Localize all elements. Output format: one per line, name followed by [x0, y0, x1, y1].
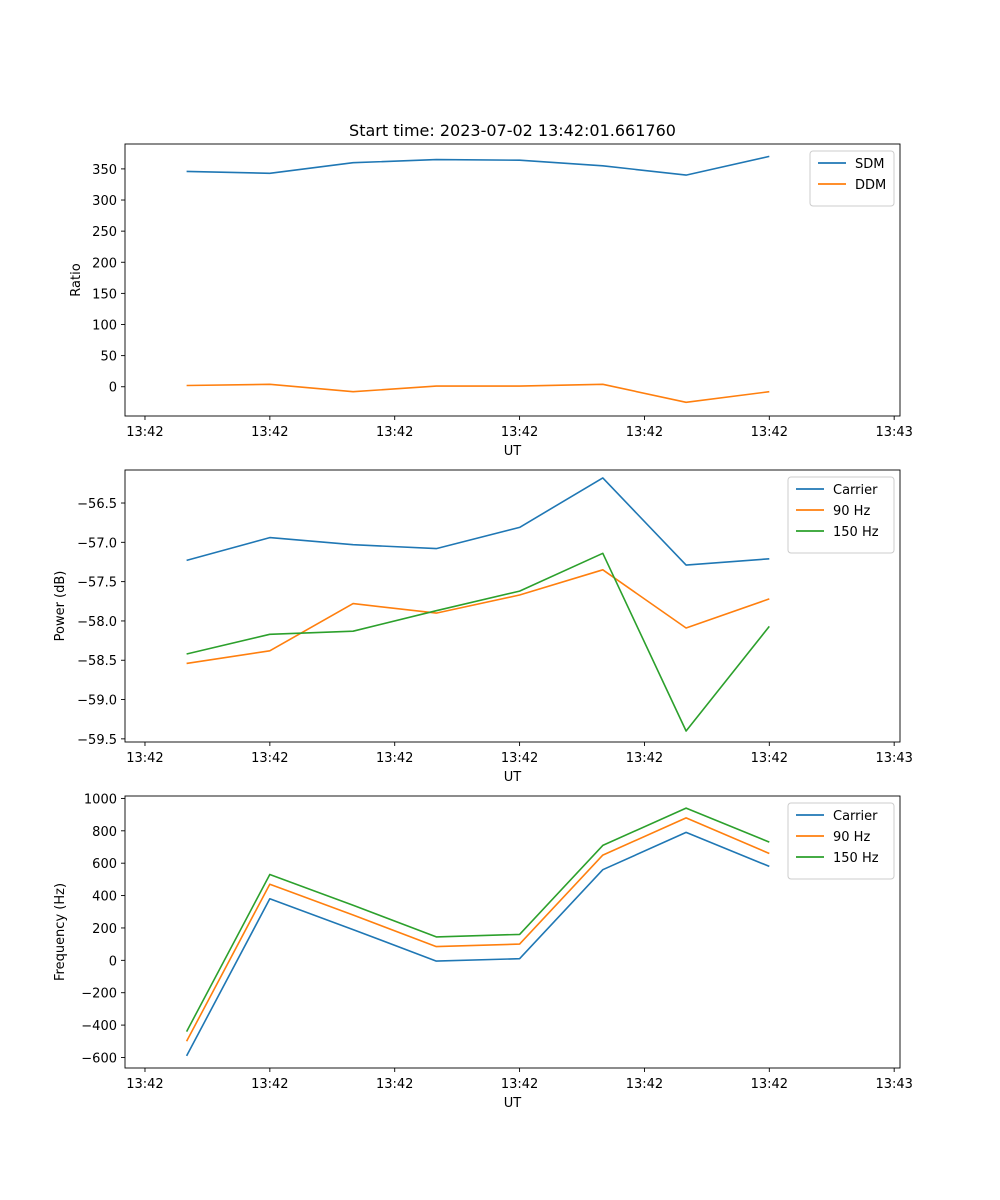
- chart-title: Start time: 2023-07-02 13:42:01.661760: [349, 121, 676, 140]
- chart-3: 13:42 13:42 13:42 13:42 13:42 13:42 13:43 −600 −…: [53, 792, 913, 1111]
- y-axis-label: Ratio: [69, 263, 84, 296]
- y-tick-label: −58.0: [77, 615, 117, 630]
- y-tick-label: −59.0: [77, 694, 117, 709]
- legend-box: [809, 150, 895, 207]
- x-tick-label: 13:42: [626, 425, 663, 440]
- x-tick-label: 13:42: [251, 751, 288, 766]
- x-tick-label: 13:42: [376, 1077, 413, 1092]
- y-tick-label: −56.5: [77, 497, 117, 512]
- x-tick-label: 13:42: [626, 1077, 663, 1092]
- x-tick-label: 13:43: [875, 425, 912, 440]
- y-tick-label: 150: [92, 287, 117, 302]
- legend-label: 90 Hz: [833, 504, 870, 519]
- y-tick-label: 350: [92, 163, 117, 178]
- series-line-ddm: [186, 383, 770, 404]
- x-tick-label: 13:42: [126, 425, 163, 440]
- x-tick-label: 13:43: [875, 1077, 912, 1092]
- y-tick-label: 800: [92, 825, 117, 840]
- legend-label: 90 Hz: [833, 830, 870, 845]
- x-tick-label: 13:43: [875, 751, 912, 766]
- y-tick-label: 600: [92, 857, 117, 872]
- x-tick-label: 13:42: [501, 751, 538, 766]
- series-line-90-hz: [185, 817, 770, 1042]
- y-tick-label: −400: [81, 1019, 117, 1034]
- series-line-150-hz: [186, 552, 770, 732]
- y-tick-label: 400: [92, 890, 117, 905]
- y-tick-label: 0: [109, 381, 117, 396]
- y-tick-label: −59.5: [77, 733, 117, 748]
- legend: Carrier 90 Hz 150 Hz: [787, 802, 895, 880]
- x-tick-label: 13:42: [751, 751, 788, 766]
- x-axis-label: UT: [504, 1096, 522, 1111]
- y-tick-label: 250: [92, 225, 117, 240]
- x-tick-label: 13:42: [251, 425, 288, 440]
- legend-box: [787, 802, 895, 880]
- x-axis-label: UT: [504, 770, 522, 785]
- legend-label: Carrier: [833, 483, 878, 498]
- y-tick-label: 200: [92, 256, 117, 271]
- legend: SDM DDM: [809, 150, 895, 207]
- legend-label: 150 Hz: [833, 851, 879, 866]
- x-tick-label: 13:42: [376, 751, 413, 766]
- axes-frame: [124, 469, 901, 743]
- axes-frame: [124, 795, 901, 1069]
- legend: Carrier 90 Hz 150 Hz: [787, 476, 895, 554]
- x-tick-label: 13:42: [126, 1077, 163, 1092]
- chart-1: 13:42 13:42 13:42 13:42 13:42 13:42 13:43 0 50 10…: [69, 121, 913, 459]
- chart-2: 13:42 13:42 13:42 13:42 13:42 13:42 13:43 −59.5…: [53, 469, 913, 785]
- y-tick-label: 300: [92, 194, 117, 209]
- series-line-carrier: [186, 477, 770, 566]
- x-tick-label: 13:42: [501, 425, 538, 440]
- series-line-90-hz: [186, 568, 770, 665]
- x-tick-label: 13:42: [626, 751, 663, 766]
- x-tick-label: 13:42: [251, 1077, 288, 1092]
- y-tick-label: 200: [92, 922, 117, 937]
- y-tick-label: −57.0: [77, 536, 117, 551]
- series-line-sdm: [186, 155, 770, 176]
- y-tick-label: 100: [92, 319, 117, 334]
- y-axis-label: Power (dB): [53, 571, 68, 642]
- y-tick-label: −600: [81, 1051, 117, 1066]
- axes-frame: [124, 143, 901, 417]
- series-line-carrier: [185, 831, 770, 1057]
- x-tick-label: 13:42: [376, 425, 413, 440]
- x-tick-label: 13:42: [751, 1077, 788, 1092]
- y-tick-label: 50: [100, 350, 117, 365]
- x-axis-label: UT: [504, 444, 522, 459]
- legend-label: 150 Hz: [833, 525, 879, 540]
- legend-label: SDM: [855, 157, 884, 172]
- legend-label: DDM: [855, 178, 886, 193]
- y-tick-label: −200: [81, 987, 117, 1002]
- y-tick-label: 0: [109, 954, 117, 969]
- y-tick-label: −58.5: [77, 654, 117, 669]
- legend-box: [787, 476, 895, 554]
- y-tick-label: 1000: [84, 792, 117, 807]
- x-tick-label: 13:42: [126, 751, 163, 766]
- y-tick-label: −57.5: [77, 576, 117, 591]
- x-tick-label: 13:42: [501, 1077, 538, 1092]
- y-axis-label: Frequency (Hz): [53, 883, 68, 981]
- series-line-150-hz: [185, 807, 770, 1032]
- x-tick-label: 13:42: [751, 425, 788, 440]
- legend-label: Carrier: [833, 809, 878, 824]
